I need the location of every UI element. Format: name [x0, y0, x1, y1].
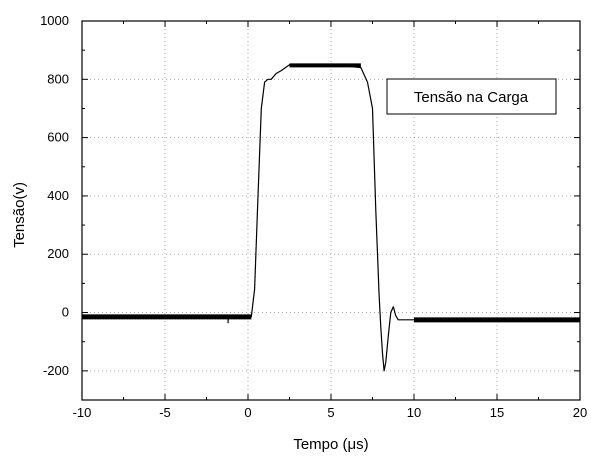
x-tick-label-3: 5: [327, 405, 334, 420]
series-line-0: [82, 64, 580, 372]
y-tick-labels: -200 0 200 400 600 800 1000: [40, 13, 69, 378]
x-tick-label-0: -10: [73, 405, 92, 420]
axis-ticks: [81, 20, 581, 401]
x-axis-title: Tempo (μs): [293, 436, 368, 453]
x-tick-label-5: 15: [490, 405, 504, 420]
series-layer: [82, 63, 580, 372]
x-tick-label-1: -5: [159, 405, 171, 420]
y-tick-label-4: 600: [47, 130, 69, 145]
y-axis-title: Tensão(v): [11, 182, 28, 248]
legend: Tensão na Carga: [386, 78, 557, 115]
x-tick-label-2: 0: [244, 405, 251, 420]
legend-label: Tensão na Carga: [414, 89, 529, 106]
x-tick-label-6: 20: [573, 405, 587, 420]
y-tick-label-6: 1000: [40, 13, 69, 28]
y-tick-label-5: 800: [47, 71, 69, 86]
y-tick-label-2: 200: [47, 246, 69, 261]
legend-box: [386, 78, 557, 115]
y-tick-label-0: -200: [43, 363, 69, 378]
x-tick-labels: -10 -5 0 5 10 15 20: [73, 405, 588, 420]
grid: [82, 21, 580, 400]
y-tick-label-3: 400: [47, 188, 69, 203]
y-tick-label-1: 0: [62, 305, 69, 320]
x-tick-label-4: 10: [407, 405, 421, 420]
